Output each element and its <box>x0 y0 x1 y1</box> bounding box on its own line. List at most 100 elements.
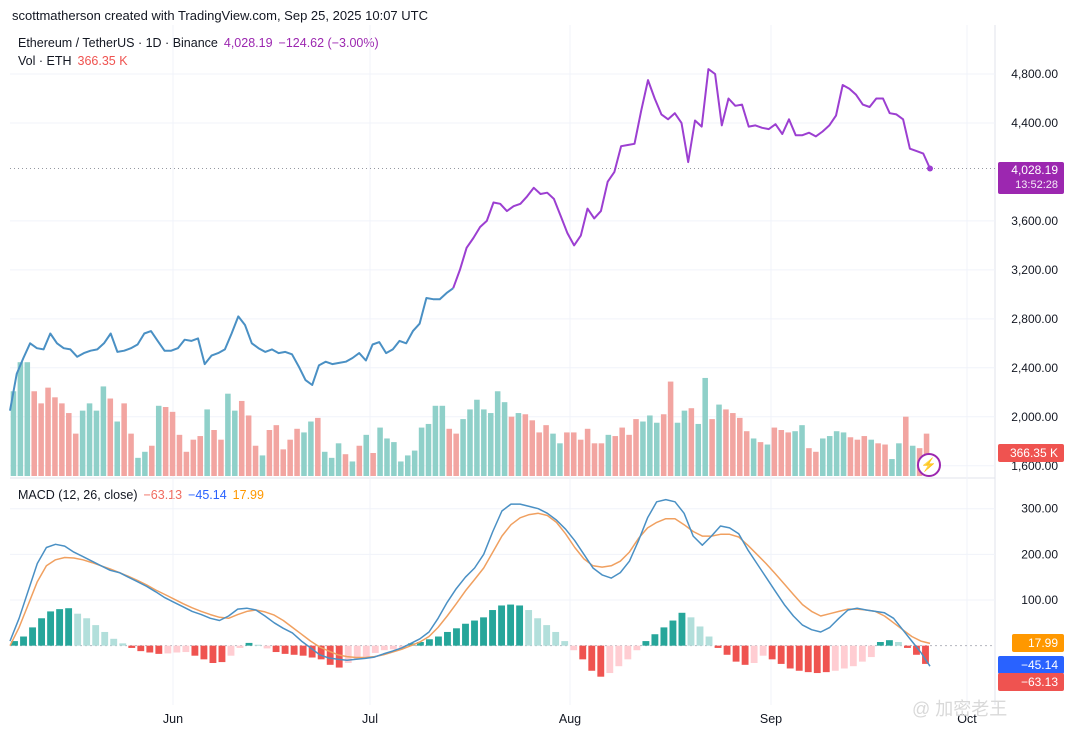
volume-bar <box>439 405 446 476</box>
volume-bar <box>550 433 556 476</box>
volume-bar <box>716 404 722 476</box>
volume-bar <box>750 438 757 476</box>
macd-hist-bar <box>335 645 343 668</box>
macd-hist-bar <box>389 645 397 650</box>
macd-hist-bar <box>840 645 848 669</box>
macd-tick-label: 200.00 <box>1021 547 1058 561</box>
macd-hist-bar <box>272 645 280 653</box>
symbol-label: Ethereum / TetherUS · 1D · Binance <box>18 36 218 50</box>
price-tag-value: 4,028.19 <box>1011 163 1058 177</box>
volume-bar <box>446 428 453 476</box>
legend-change: −124.62 (−3.00%) <box>278 36 379 50</box>
macd-hist-bar <box>480 617 487 646</box>
macd-hist-bar <box>768 645 776 660</box>
volume-bar <box>86 403 93 476</box>
volume-bar <box>612 436 619 476</box>
legend-hist-value: 17.99 <box>232 488 264 502</box>
watermark-text: @ 加密老王 <box>912 699 1008 719</box>
volume-bar <box>17 362 24 476</box>
volume-bar <box>654 422 660 476</box>
volume-bar <box>854 439 861 476</box>
volume-bar <box>688 408 695 476</box>
lightning-icon[interactable]: ⚡ <box>917 453 941 477</box>
countdown-value: 13:52:28 <box>1015 179 1058 191</box>
volume-label: Vol · ETH <box>18 54 72 68</box>
macd-hist-bar <box>732 645 740 662</box>
volume-bar <box>771 427 778 476</box>
volume-bar <box>737 417 743 476</box>
volume-bar <box>626 434 632 476</box>
volume-bar <box>100 386 107 476</box>
macd-hist-bar <box>299 645 307 656</box>
macd-hist-bar <box>498 605 505 646</box>
volume-bar <box>398 461 404 476</box>
macd-hist-bar <box>858 645 866 662</box>
volume-bar <box>142 451 148 476</box>
macd-hist-bar <box>813 645 821 674</box>
hist-tag: 17.99 <box>1012 634 1064 652</box>
macd-hist-bar <box>867 645 875 658</box>
volume-bar <box>24 362 31 476</box>
volume-bar <box>557 443 563 476</box>
volume-bar <box>647 415 653 476</box>
macd-hist-bar <box>777 645 785 664</box>
volume-bar <box>363 434 370 476</box>
volume-bar <box>487 413 494 476</box>
macd-hist-bar <box>624 645 632 660</box>
volume-bar <box>730 413 736 476</box>
volume-bar <box>840 432 847 476</box>
price-tick-label: 4,800.00 <box>1011 67 1058 81</box>
volume-bar <box>404 455 411 476</box>
volume-bar <box>259 455 266 476</box>
volume-bar <box>660 414 667 476</box>
volume-bar <box>294 428 300 476</box>
volume-bar <box>543 425 549 476</box>
volume-legend: Vol · ETH 366.35 K <box>18 54 128 68</box>
volume-bar <box>785 432 791 476</box>
macd-hist-bar <box>633 645 641 651</box>
volume-bar <box>820 438 826 476</box>
volume-bar <box>875 443 881 476</box>
volume-bar <box>183 451 190 476</box>
volume-bar <box>107 398 114 476</box>
legend-price: 4,028.19 <box>223 36 273 50</box>
macd-hist-bar <box>146 645 154 653</box>
macd-hist-bar <box>471 620 478 646</box>
volume-bar <box>640 421 646 476</box>
x-tick-label: Aug <box>559 712 581 726</box>
volume-bar <box>114 421 120 476</box>
volume-bar <box>245 415 252 476</box>
macd-hist-bar <box>101 631 109 646</box>
macd-hist-bar <box>453 628 460 646</box>
volume-bar <box>481 409 487 476</box>
macd-hist-bar <box>885 640 893 646</box>
volume-bar <box>674 422 681 476</box>
macd-hist-bar <box>308 645 316 658</box>
volume-bar <box>508 416 515 476</box>
macd-hist-bar <box>56 609 64 646</box>
macd-hist-bar <box>20 636 27 646</box>
x-tick-label: Oct <box>957 712 977 726</box>
legend-signal-value: −45.14 <box>188 488 227 502</box>
macd-hist-bar <box>191 645 199 656</box>
volume-bar <box>799 425 805 476</box>
macd-hist-bar <box>164 645 172 654</box>
volume-bar <box>522 414 529 476</box>
macd-hist-bar <box>922 645 929 664</box>
macd-hist-bar <box>317 645 325 660</box>
volume-bar <box>218 439 224 476</box>
volume-bar <box>238 400 245 476</box>
volume-bar <box>591 443 598 476</box>
macd-hist-bar <box>92 625 100 646</box>
volume-bar <box>93 410 100 476</box>
volume-bar <box>501 402 508 476</box>
macd-hist-bar <box>344 645 352 663</box>
macd-hist-bar <box>516 605 524 646</box>
volume-bar <box>66 413 72 476</box>
signal-line <box>9 512 931 659</box>
volume-bar <box>474 399 480 476</box>
price-tick-label: 2,800.00 <box>1011 312 1058 326</box>
macd-hist-bar <box>543 625 551 646</box>
macd-tick-label: 300.00 <box>1021 502 1058 516</box>
